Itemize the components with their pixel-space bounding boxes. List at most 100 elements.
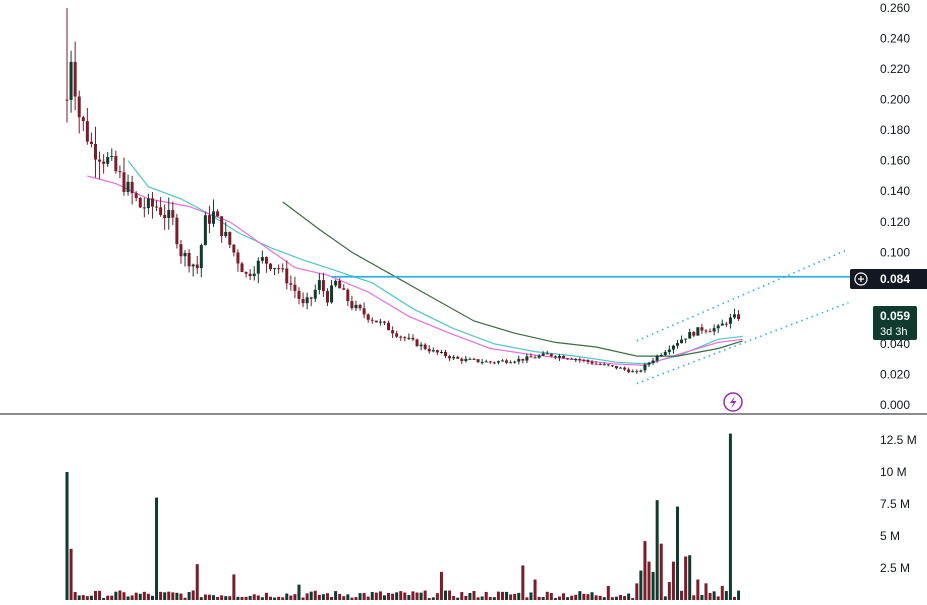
candle-body [146, 198, 150, 209]
volume-bar [464, 595, 468, 600]
candle-body [387, 322, 391, 331]
candle-body [480, 362, 484, 364]
volume-bar [399, 591, 403, 600]
volume-bar [671, 561, 675, 600]
candle-body [321, 280, 325, 292]
channel-line-lower[interactable] [636, 301, 849, 385]
candle-body [330, 285, 334, 303]
candle-body [374, 320, 378, 323]
volume-bar [452, 596, 456, 600]
volume-bar [590, 592, 594, 600]
volume-bar [537, 596, 541, 600]
plus-circle-icon[interactable] [854, 272, 868, 286]
candle-body [191, 264, 195, 267]
volume-bar [468, 592, 472, 600]
volume-bar [623, 595, 627, 600]
candle-body [598, 363, 602, 365]
volume-bar [281, 597, 285, 600]
candle-body [472, 358, 476, 360]
channel-line-upper[interactable] [636, 248, 849, 342]
candle-body [297, 290, 301, 299]
volume-bar [505, 591, 509, 600]
volume-bar [183, 597, 187, 600]
lightning-icon[interactable] [723, 392, 743, 412]
last-price-label: 0.059 [880, 309, 910, 323]
candle-body [415, 339, 419, 347]
candle-body [407, 337, 411, 339]
volume-bar [89, 595, 93, 600]
volume-bar [553, 598, 557, 600]
candle-body [325, 291, 329, 303]
candle-body [73, 61, 77, 97]
candle-body [439, 351, 443, 353]
candle-body [574, 359, 578, 361]
candle-body [484, 361, 488, 363]
hline-price-tag[interactable]: 0.084 [850, 269, 927, 289]
volume-bar [256, 595, 260, 600]
price-tick-label: 0.140 [880, 184, 910, 198]
volume-bar [500, 591, 504, 600]
candle-body [651, 360, 655, 363]
volume-bar [118, 590, 122, 600]
candle-body [199, 245, 203, 269]
volume-bar [419, 592, 423, 600]
candle-body [692, 332, 696, 336]
candle-body [476, 359, 480, 363]
candle-body [456, 356, 460, 359]
volume-bar [594, 595, 598, 600]
candle-body [537, 355, 541, 358]
candle-body [655, 355, 659, 361]
volume-bar [659, 543, 663, 600]
volume-bar [382, 595, 386, 600]
candle-body [737, 314, 741, 320]
volume-bar [334, 591, 338, 600]
volume-bar [647, 561, 651, 600]
candle-body [427, 348, 431, 352]
volume-bar [354, 597, 358, 600]
candle-body [212, 211, 216, 224]
candle-body [118, 171, 122, 173]
candle-body [728, 317, 732, 324]
volume-bar [676, 506, 679, 600]
candle-body [635, 371, 639, 373]
volume-bar [321, 594, 325, 600]
volume-bar [199, 597, 203, 600]
volume-bar [448, 590, 452, 600]
candle-body [541, 353, 545, 356]
volume-bar [130, 595, 134, 600]
price-tick-label: 0.020 [880, 367, 910, 381]
volume-bar [252, 594, 256, 600]
volume-bar [102, 598, 106, 600]
candle-body [500, 360, 504, 362]
volume-bar [220, 595, 224, 600]
trend-channel[interactable] [636, 248, 849, 385]
volume-bar [476, 597, 480, 600]
candle-body [619, 367, 623, 369]
volume-bar [366, 596, 370, 600]
volume-bar [293, 594, 297, 600]
volume-bar [427, 598, 431, 600]
candle-body [700, 327, 704, 331]
candle-body [566, 358, 570, 360]
candle-body [732, 314, 736, 318]
candle-body [362, 308, 366, 315]
volume-bar [610, 597, 614, 600]
volume-bar [582, 593, 586, 600]
candle-body [505, 360, 509, 363]
volume-bar [533, 579, 537, 600]
candle-body [643, 364, 647, 371]
volume-bar [488, 597, 492, 600]
volume-bar [541, 597, 545, 600]
volume-bar [179, 593, 183, 600]
volume-bar [240, 596, 244, 600]
volume-bar [513, 593, 517, 600]
candle-body [513, 361, 517, 363]
candle-body [260, 257, 264, 261]
candle-body [545, 353, 549, 355]
volume-bar [224, 596, 228, 600]
candle-body [610, 365, 614, 367]
volume-bar [167, 591, 171, 600]
volume-bar [562, 593, 566, 600]
candle-body [150, 198, 154, 207]
